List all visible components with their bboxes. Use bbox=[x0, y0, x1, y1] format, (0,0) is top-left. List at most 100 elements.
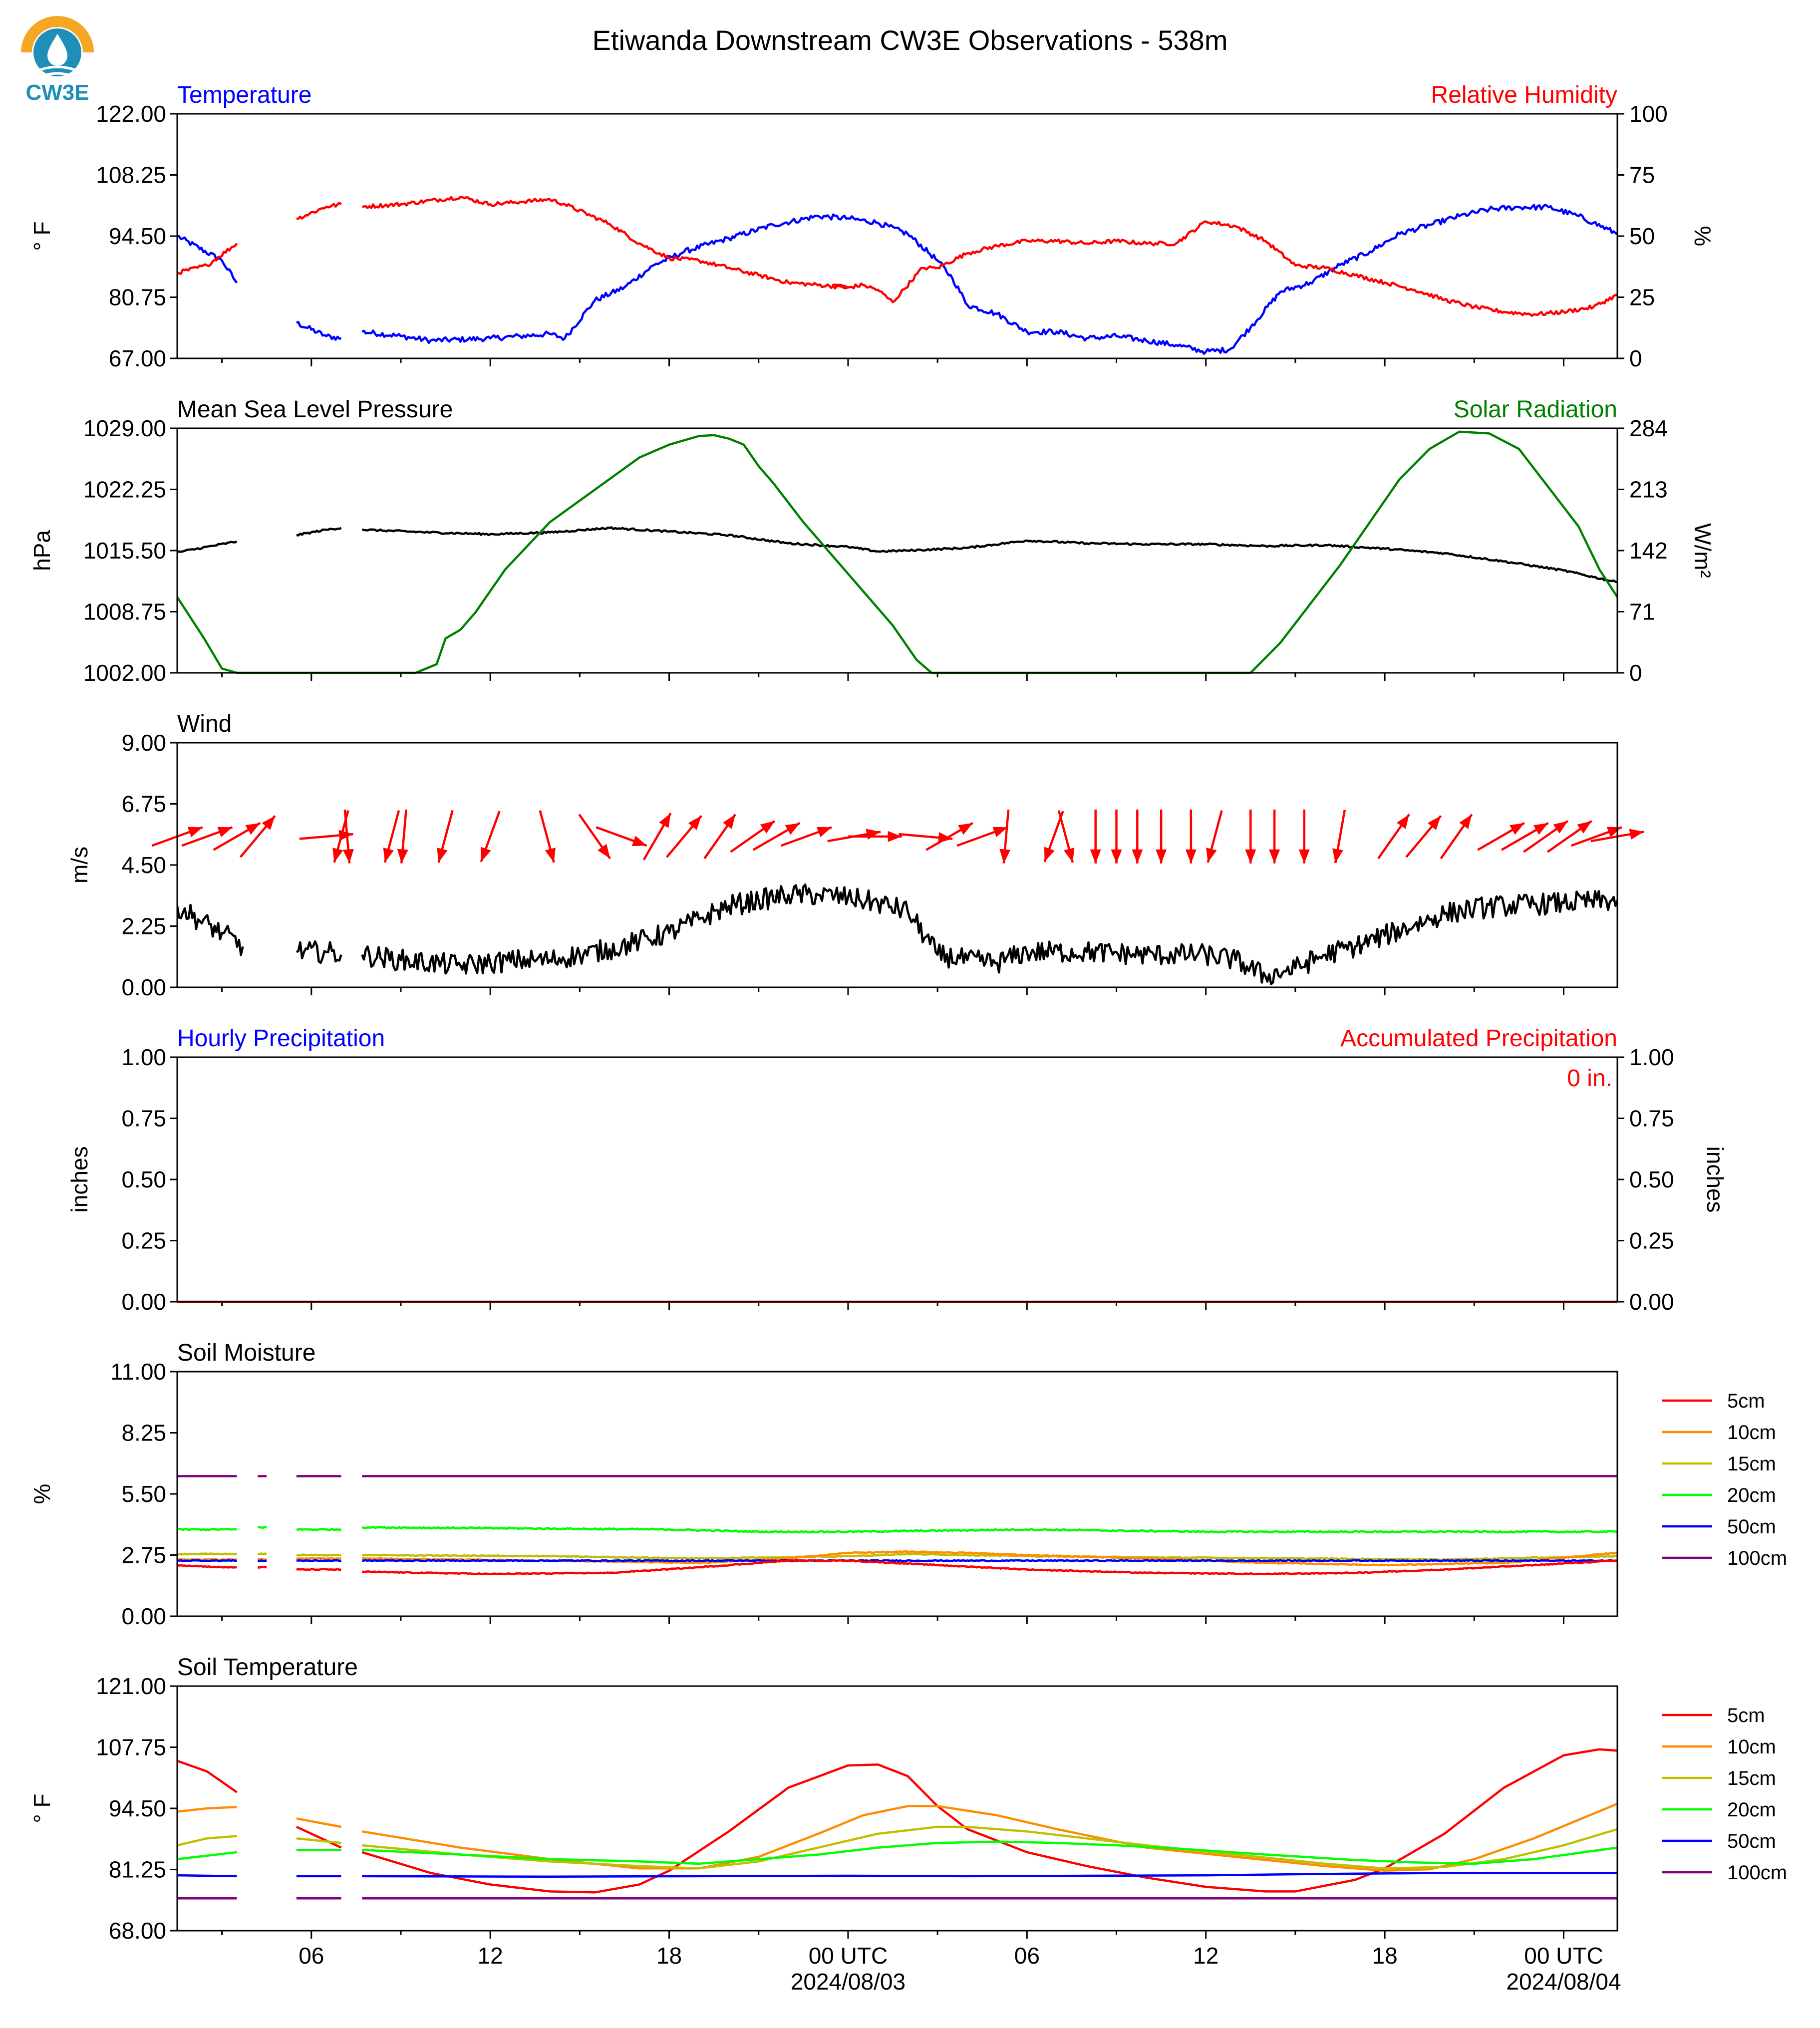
y-tick-label: 1015.50 bbox=[83, 538, 166, 564]
panel-title-left: Hourly Precipitation bbox=[177, 1025, 385, 1052]
y-tick-label-right: 25 bbox=[1629, 285, 1655, 310]
series-group bbox=[177, 883, 1617, 985]
legend-label: 50cm bbox=[1727, 1830, 1776, 1852]
legend-label: 10cm bbox=[1727, 1736, 1776, 1758]
wind-arrow-head bbox=[545, 848, 556, 863]
x-date-label: 2024/08/04 bbox=[1506, 1969, 1621, 1995]
y-axis-label: ° F bbox=[29, 221, 55, 251]
y-tick-label: 0.00 bbox=[121, 1289, 166, 1315]
panel-frame bbox=[176, 1685, 1618, 1932]
wind-arrow-head bbox=[397, 849, 408, 864]
wind-arrow-head bbox=[1553, 821, 1568, 834]
x-tick-label: 00 UTC bbox=[809, 1943, 888, 1969]
series-line bbox=[177, 1552, 1617, 1561]
wind-arrow-head bbox=[1064, 848, 1075, 863]
panel-wind: Wind 0.00 2.25 4.50 6.75 9.00 m/s bbox=[66, 711, 1644, 1000]
cw3e-water-drop-logo-icon bbox=[21, 16, 94, 77]
wind-arrow-head bbox=[999, 849, 1011, 864]
wind-arrow-head bbox=[1044, 847, 1055, 862]
series-line bbox=[177, 1825, 1617, 1870]
y-axis-label: inches bbox=[66, 1147, 92, 1213]
y-axis-label-right: W/m² bbox=[1690, 523, 1716, 578]
wind-arrow-head bbox=[342, 849, 354, 864]
y-tick-label-right: 75 bbox=[1629, 162, 1655, 188]
panel-frame bbox=[176, 427, 1618, 674]
legend-label: 10cm bbox=[1727, 1422, 1776, 1444]
series-line bbox=[177, 1559, 1617, 1562]
series-group bbox=[177, 196, 1617, 355]
legend-label: 5cm bbox=[1727, 1705, 1765, 1727]
legend-label: 100cm bbox=[1727, 1547, 1787, 1569]
wind-arrow-head bbox=[1510, 823, 1524, 835]
x-tick-label: 18 bbox=[1372, 1943, 1398, 1969]
wind-arrow-head bbox=[688, 816, 702, 830]
y-tick-label-right: 100 bbox=[1629, 101, 1668, 127]
wind-arrow-head bbox=[785, 823, 800, 835]
panels: Temperature Relative Humidity 67.00 80.75 94… bbox=[29, 82, 1787, 1995]
wind-arrow-head bbox=[816, 827, 832, 838]
y-tick-label-right: 1.00 bbox=[1629, 1044, 1674, 1070]
series-line bbox=[177, 1550, 1617, 1567]
legend: 5cm 10cm 15cm 20cm 50cm 100cm bbox=[1662, 1390, 1787, 1569]
series-line bbox=[177, 526, 1617, 583]
wind-arrow-head bbox=[217, 827, 233, 838]
y-tick-label: 67.00 bbox=[109, 345, 166, 371]
series-line bbox=[177, 1802, 1617, 1872]
panel-title-right: Accumulated Precipitation bbox=[1340, 1025, 1617, 1052]
y-tick-label: 94.50 bbox=[109, 1795, 166, 1821]
wind-arrow-head bbox=[1332, 848, 1343, 864]
y-axis-label: ° F bbox=[29, 1793, 55, 1823]
panel-frame bbox=[176, 113, 1618, 359]
y-tick-label: 8.25 bbox=[121, 1420, 166, 1446]
y-tick-label-right: 213 bbox=[1629, 477, 1668, 503]
series-line bbox=[177, 1840, 1617, 1865]
y-tick-label: 68.00 bbox=[109, 1918, 166, 1944]
accumulated-total-label: 0 in. bbox=[1567, 1065, 1612, 1092]
panel-pressure-solar: Mean Sea Level Pressure Solar Radiation 10… bbox=[29, 396, 1716, 686]
panel-soil-temp: Soil Temperature68.0081.2594.50107.75121… bbox=[29, 1654, 1787, 1995]
x-tick-label: 06 bbox=[299, 1943, 324, 1969]
wind-arrow-head bbox=[598, 844, 610, 859]
y-tick-label: 0.00 bbox=[121, 1603, 166, 1629]
wind-arrow-head bbox=[1533, 823, 1548, 835]
y-tick-label: 11.00 bbox=[110, 1359, 166, 1385]
panel-title-right: Relative Humidity bbox=[1431, 82, 1617, 108]
panel-title-left: Wind bbox=[177, 711, 232, 737]
y-tick-label: 108.25 bbox=[96, 162, 166, 188]
y-axis-label-right: inches bbox=[1702, 1147, 1728, 1213]
series-line bbox=[177, 204, 1617, 355]
wind-arrow-head bbox=[187, 827, 203, 838]
y-tick-label: 0.50 bbox=[121, 1166, 166, 1192]
y-tick-label: 2.25 bbox=[121, 913, 166, 939]
wind-arrow-head bbox=[1298, 849, 1310, 864]
panel-title-left: Soil Moisture bbox=[177, 1340, 315, 1366]
y-tick-label: 121.00 bbox=[96, 1673, 166, 1699]
series-line bbox=[177, 430, 1617, 674]
x-tick-label: 12 bbox=[1193, 1943, 1218, 1969]
panel-frame bbox=[176, 1056, 1618, 1303]
y-tick-label-right: 142 bbox=[1629, 538, 1668, 564]
y-tick-label: 81.25 bbox=[109, 1857, 166, 1883]
y-axis-label: m/s bbox=[66, 847, 92, 883]
y-tick-label: 4.50 bbox=[121, 852, 166, 878]
wind-arrow-head bbox=[383, 848, 394, 863]
series-line bbox=[177, 883, 1617, 985]
y-tick-label: 0.00 bbox=[121, 974, 166, 1000]
y-tick-label: 1.00 bbox=[121, 1044, 166, 1070]
series-group bbox=[177, 430, 1617, 674]
y-tick-label-right: 0.00 bbox=[1629, 1289, 1674, 1315]
y-tick-label: 122.00 bbox=[96, 101, 166, 127]
x-tick-label: 00 UTC bbox=[1524, 1943, 1603, 1969]
chart-title: Etiwanda Downstream CW3E Observations - … bbox=[593, 24, 1228, 56]
wind-arrow-head bbox=[437, 848, 448, 863]
legend-label: 15cm bbox=[1727, 1767, 1776, 1789]
x-date-label: 2024/08/03 bbox=[791, 1969, 906, 1995]
y-tick-label-right: 284 bbox=[1629, 415, 1668, 441]
legend-label: 5cm bbox=[1727, 1390, 1765, 1412]
wind-arrow-head bbox=[262, 816, 275, 830]
panel-frame bbox=[176, 742, 1618, 988]
series-line bbox=[177, 196, 1617, 317]
wind-arrow-head bbox=[1206, 848, 1217, 863]
y-tick-label: 9.00 bbox=[121, 730, 166, 756]
